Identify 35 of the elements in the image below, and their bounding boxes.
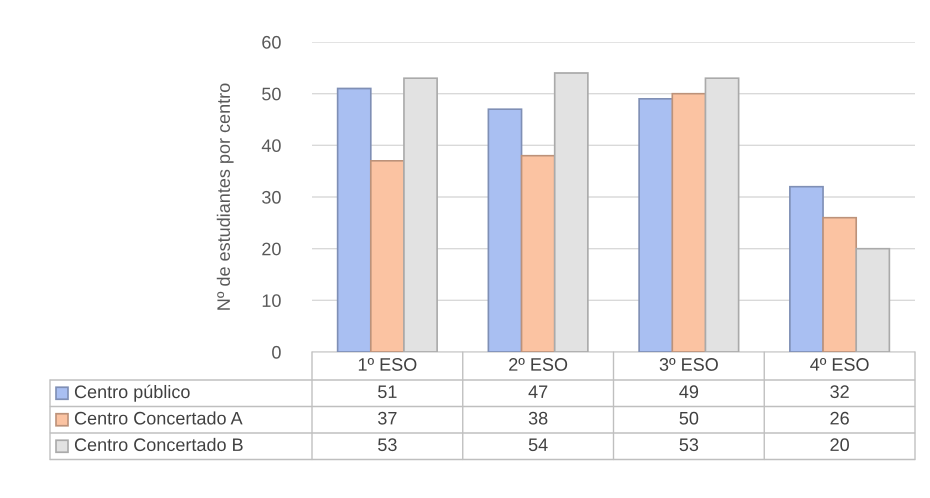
data-label: 51 [378, 385, 397, 398]
y-tick-label: 30 [262, 190, 281, 204]
y-tick-label: 50 [262, 88, 281, 100]
data-label: 50 [680, 412, 698, 425]
bar [671, 92, 706, 352]
data-label: 26 [830, 412, 849, 425]
bar [520, 154, 556, 352]
legend-label: Centro Concertado B [74, 438, 243, 452]
data-label: 47 [528, 385, 548, 398]
legend-label: Centro Concertado A [74, 411, 243, 425]
data-label: 37 [378, 412, 397, 425]
bar [370, 160, 405, 352]
data-label: 54 [528, 438, 548, 452]
bar [638, 98, 674, 352]
legend-label: Centro público [74, 384, 190, 402]
bar [488, 108, 522, 352]
y-tick-label: 60 [262, 36, 281, 49]
y-tick-label: 40 [262, 139, 281, 152]
y-axis-title: Nº de estudiantes por centro [216, 84, 234, 310]
data-label: 49 [679, 385, 698, 398]
x-tick-label: 3º ESO [660, 358, 718, 371]
data-label: 32 [830, 385, 849, 398]
x-tick-label: 4º ESO [810, 358, 869, 371]
data-label: 38 [528, 412, 548, 425]
x-tick-label: 2º ESO [509, 358, 568, 371]
y-tick-label: 10 [262, 294, 281, 308]
data-label: 53 [680, 438, 698, 452]
y-tick-label: 20 [262, 242, 281, 256]
bar [336, 88, 372, 352]
bar [789, 186, 824, 352]
bar [822, 216, 858, 352]
y-tick-label: 0 [272, 346, 281, 359]
data-label: 20 [830, 438, 849, 452]
x-tick-label: 1º ESO [358, 358, 416, 371]
data-label: 53 [378, 438, 397, 452]
